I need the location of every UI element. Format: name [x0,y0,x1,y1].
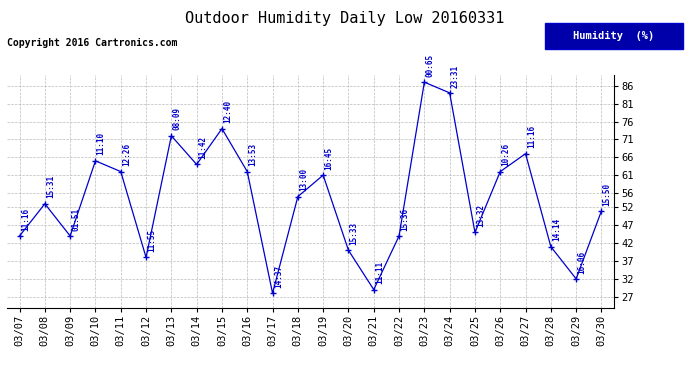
Text: Copyright 2016 Cartronics.com: Copyright 2016 Cartronics.com [7,38,177,48]
Text: 00:65: 00:65 [426,54,435,77]
Text: 15:31: 15:31 [46,175,55,198]
Text: 14:14: 14:14 [552,218,561,242]
Text: 15:36: 15:36 [400,207,409,231]
Text: 10:26: 10:26 [502,143,511,166]
Text: 15:50: 15:50 [603,182,612,206]
Text: 11:42: 11:42 [198,136,207,159]
Text: 01:51: 01:51 [72,207,81,231]
Text: Humidity  (%): Humidity (%) [573,31,655,40]
Text: 13:53: 13:53 [248,143,257,166]
Text: Outdoor Humidity Daily Low 20160331: Outdoor Humidity Daily Low 20160331 [186,11,504,26]
Text: 13:00: 13:00 [299,168,308,191]
Text: 11:10: 11:10 [97,132,106,156]
Text: 16:45: 16:45 [324,147,333,170]
Text: 11:16: 11:16 [21,207,30,231]
Text: 16:06: 16:06 [578,251,586,273]
Text: 12:40: 12:40 [224,100,233,123]
Text: 11:16: 11:16 [527,125,536,148]
Text: 11:55: 11:55 [148,229,157,252]
Text: 11:11: 11:11 [375,261,384,284]
Text: 14:37: 14:37 [274,265,283,288]
Text: 23:31: 23:31 [451,64,460,87]
Text: 13:32: 13:32 [476,204,485,227]
Text: 12:26: 12:26 [122,143,131,166]
Text: 15:33: 15:33 [350,222,359,245]
Text: 08:09: 08:09 [172,107,181,130]
